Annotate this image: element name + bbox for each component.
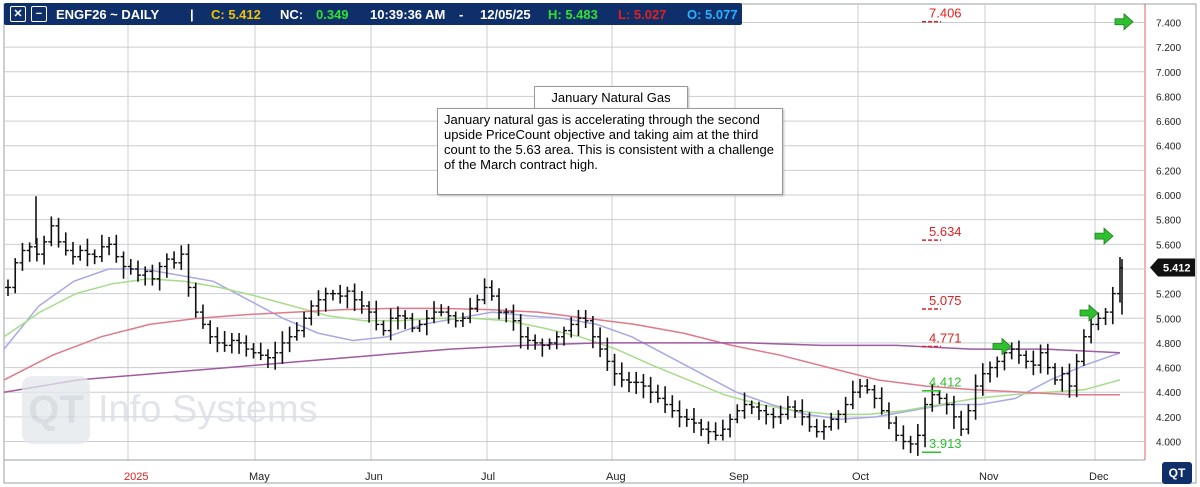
price-tick-label: 4.800 xyxy=(1156,339,1181,350)
price-target-arrow-icon xyxy=(1094,227,1114,246)
moving-average-line xyxy=(3,268,1121,421)
price-tick-label: 4.200 xyxy=(1156,413,1181,424)
last-price-tag-label: 5.412 xyxy=(1163,262,1191,274)
close-price: C: 5.412 xyxy=(211,7,261,22)
high-price: H: 5.483 xyxy=(548,7,598,22)
chart-header-bar: ✕ − ENGF26 ~ DAILY | C: 5.412 NC: 0.349 … xyxy=(4,3,742,25)
time-axis-label: Oct xyxy=(852,471,869,483)
price-tick-label: 5.200 xyxy=(1156,290,1181,301)
time-axis-label: Dec xyxy=(1089,471,1109,483)
price-tick-label: 6.600 xyxy=(1156,117,1181,128)
pricecount-level-label: 3.913 xyxy=(929,436,962,451)
time-axis-label: Jul xyxy=(481,471,495,483)
minimize-icon[interactable]: − xyxy=(31,6,47,22)
watermark-logo: QT xyxy=(22,376,90,444)
price-tick-label: 6.400 xyxy=(1156,142,1181,153)
time-axis-label: May xyxy=(249,471,270,483)
note-body: January natural gas is accelerating thro… xyxy=(437,108,783,195)
price-target-arrow-icon xyxy=(992,337,1012,356)
price-tick-label: 4.000 xyxy=(1156,438,1181,449)
pricecount-level-label: 5.634 xyxy=(929,224,962,239)
time-axis-label: Jun xyxy=(365,471,383,483)
net-change-value: 0.349 xyxy=(316,7,349,22)
close-x-icon[interactable]: ✕ xyxy=(10,6,26,22)
price-tick-label: 4.600 xyxy=(1156,364,1181,375)
low-price: L: 5.027 xyxy=(618,7,667,22)
time-axis-label: 2025 xyxy=(124,471,148,483)
note-title: January Natural Gas xyxy=(534,86,688,110)
price-tick-label: 6.000 xyxy=(1156,191,1181,202)
qt-logo[interactable]: QT xyxy=(1162,462,1192,484)
pricecount-level-label: 7.406 xyxy=(929,6,962,21)
price-target-arrow-icon xyxy=(1079,304,1099,322)
open-price: O: 5.077 xyxy=(687,7,738,22)
pricecount-level-label: 5.075 xyxy=(929,293,962,308)
moving-average-line xyxy=(3,307,1120,396)
price-target-arrow-icon xyxy=(1114,12,1134,31)
pricecount-level-label: 4.412 xyxy=(929,375,962,390)
price-tick-label: 7.000 xyxy=(1156,68,1181,79)
price-tick-label: 7.200 xyxy=(1156,43,1181,54)
header-separator: | xyxy=(190,7,194,22)
watermark-text: Info Systems xyxy=(98,388,318,431)
watermark: QT Info Systems xyxy=(22,376,318,444)
symbol-label: ENGF26 ~ DAILY xyxy=(56,7,160,22)
pricecount-level-label: 4.771 xyxy=(929,330,962,345)
price-tick-label: 5.000 xyxy=(1156,314,1181,325)
price-tick-label: 4.400 xyxy=(1156,388,1181,399)
price-tick-label: 7.400 xyxy=(1156,18,1181,29)
timestamp: 10:39:36 AM xyxy=(370,7,446,22)
time-axis-label: Nov xyxy=(979,471,999,483)
moving-average-line xyxy=(3,278,1121,416)
last-price-tag xyxy=(1150,258,1195,277)
price-tick-label: 5.600 xyxy=(1156,240,1181,251)
moving-average-line xyxy=(3,342,1121,393)
time-axis-label: Sep xyxy=(729,471,749,483)
net-change-label: NC: xyxy=(280,7,304,22)
date-label: 12/05/25 xyxy=(480,7,531,22)
price-tick-label: 5.800 xyxy=(1156,216,1181,227)
price-tick-label: 6.800 xyxy=(1156,92,1181,103)
header-dash: - xyxy=(459,7,464,22)
price-tick-label: 6.200 xyxy=(1156,166,1181,177)
time-axis-label: Aug xyxy=(606,471,626,483)
